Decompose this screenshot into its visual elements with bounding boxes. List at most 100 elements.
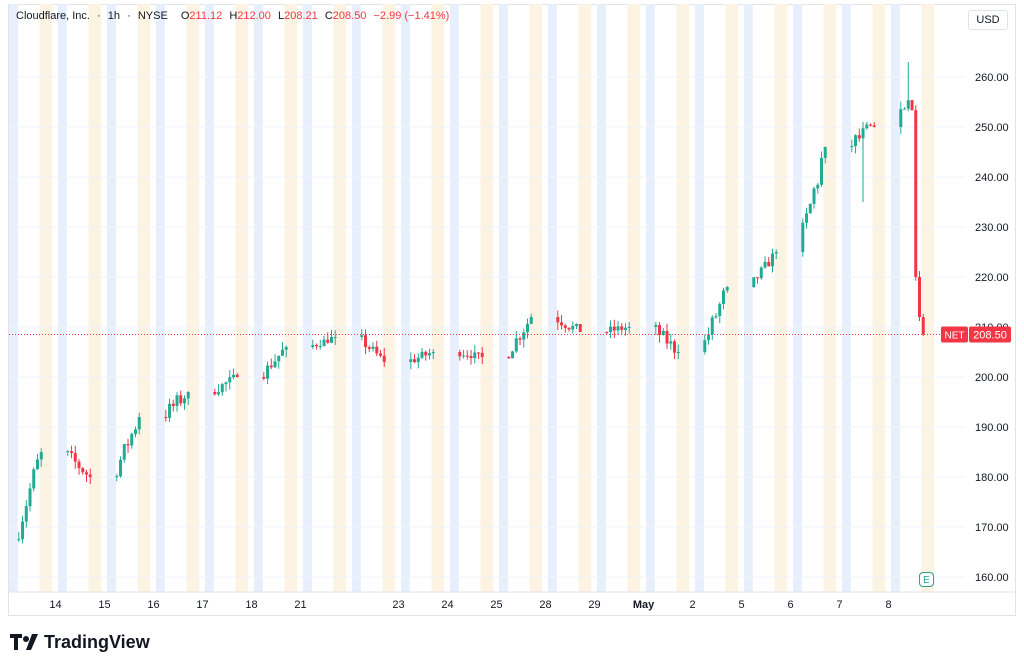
candle-body [333,337,337,338]
postmarket-band [676,4,690,592]
postmarket-band [39,4,53,592]
candle-body [322,339,326,347]
postmarket-band [88,4,102,592]
high-number: 212.00 [237,10,271,22]
brand-name: TradingView [44,632,150,652]
open-label: O [180,10,190,22]
candle-body [375,346,379,354]
earnings-event-icon[interactable]: E [919,572,934,587]
candle-body [756,277,760,279]
postmarket-band [578,4,592,592]
candle-body [578,323,582,332]
candle-body [820,157,823,185]
candle-body [420,351,424,358]
open-number: 211.12 [189,10,223,22]
candle-body [665,330,669,344]
candle-body [914,110,918,277]
candle-body [371,346,375,349]
candle-body [771,253,774,267]
price-tag-bg [969,326,1011,343]
candle-body [134,429,137,434]
y-tick-label: 190.00 [975,422,1009,434]
candle-body [872,125,876,127]
x-tick-label: 17 [196,599,208,611]
postmarket-band [823,4,837,592]
postmarket-band [725,4,739,592]
candle-body [88,474,92,477]
premarket-band [793,4,802,592]
candle-body [567,327,571,330]
candle-body [311,345,315,347]
x-tick-label: 6 [787,599,793,611]
candle-body [266,365,270,379]
candle-body [81,468,85,473]
x-axis: 14 15 16 17 18 21 23 24 25 28 29 May 2 5 6 7 8 [49,599,891,611]
candle-body [32,469,36,489]
candle-body [232,374,235,378]
last-price-marker: NET 208.50 [9,326,1011,343]
premarket-band [9,4,18,592]
candle-body [563,325,567,328]
candle-body [560,322,564,326]
candle-body [903,108,907,110]
premarket-band [548,4,557,592]
postmarket-band [333,4,347,592]
postmarket-band [235,4,249,592]
candle-body [707,334,711,341]
candle-body [39,452,43,460]
low-number: 208.21 [284,10,318,22]
candle-body [315,345,319,347]
candle-body [620,326,624,330]
postmarket-band [382,4,396,592]
candle-body [654,325,658,327]
candle-body [330,337,333,343]
candle-body [511,351,515,359]
premarket-band [107,4,116,592]
candle-body [861,128,865,139]
y-tick-label: 170.00 [975,522,1009,534]
x-tick-label: 25 [490,599,502,611]
candle-body [213,392,217,395]
candle-body [906,100,910,109]
currency-button[interactable]: USD [968,10,1008,30]
candle-body [281,349,284,356]
y-tick-label: 160.00 [975,572,1009,584]
session-bands [9,4,935,592]
candle-body [186,392,190,399]
postmarket-band [529,4,543,592]
y-axis: 160.00170.00180.00190.00200.00210.00220.… [975,72,1009,584]
candle-body [367,347,371,349]
x-tick-label: 18 [245,599,257,611]
candle-body [228,377,232,383]
candle-body [36,459,39,470]
candle-body [431,352,435,354]
postmarket-band [284,4,298,592]
candle-body [480,352,484,357]
symbol-name: Cloudflare, Inc. [16,10,90,22]
grid-lines [9,76,1016,593]
candle-body [137,417,141,430]
candle-body [921,317,925,335]
candle-body [183,398,186,404]
symbol-legend[interactable]: Cloudflare, Inc. · 1h · NYSE O211.12 H21… [16,10,450,22]
candle-body [616,326,620,331]
tradingview-logo[interactable]: TradingView [10,632,150,653]
candle-body [661,330,665,336]
x-tick-label: 23 [392,599,404,611]
premarket-band [744,4,753,592]
candle-body [164,417,168,418]
candle-body [703,340,707,352]
premarket-band [254,4,263,592]
change-value: −2.99 (−1.41%) [373,10,450,22]
premarket-band [58,4,67,592]
candle-body [168,403,172,418]
candle-body [722,290,725,304]
candle-body [725,287,729,291]
x-tick-label: 21 [294,599,306,611]
price-chart[interactable]: 160.00170.00180.00190.00200.00210.00220.… [0,0,1024,616]
postmarket-band [186,4,200,592]
candle-body [571,325,575,330]
postmarket-band [627,4,641,592]
premarket-band [597,4,606,592]
y-tick-label: 230.00 [975,222,1009,234]
